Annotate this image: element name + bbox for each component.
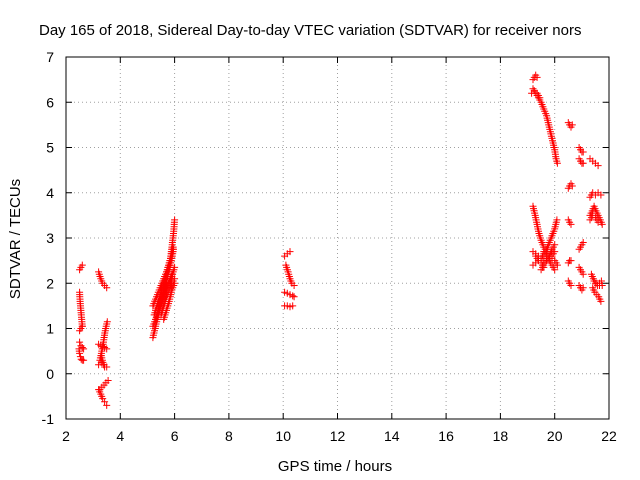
data-point — [101, 398, 109, 406]
y-tick-label: 0 — [46, 366, 54, 382]
y-tick-label: 6 — [46, 94, 54, 110]
x-tick-label: 2 — [62, 428, 70, 444]
y-tick-label: 3 — [46, 230, 54, 246]
data-point — [80, 356, 88, 364]
x-tick-label: 4 — [116, 428, 124, 444]
data-point — [568, 182, 576, 190]
x-tick-label: 16 — [438, 428, 454, 444]
data-point — [104, 377, 112, 384]
data-point — [76, 338, 84, 346]
data-points — [75, 71, 606, 409]
data-point — [286, 248, 294, 256]
data-point — [170, 245, 177, 253]
data-point — [289, 302, 297, 310]
x-tick-label: 22 — [601, 428, 617, 444]
data-point — [553, 216, 561, 224]
x-tick-label: 12 — [330, 428, 346, 444]
data-point — [598, 220, 606, 228]
x-tick-label: 6 — [171, 428, 179, 444]
data-point — [597, 277, 605, 285]
data-point — [103, 401, 111, 409]
data-point — [171, 216, 179, 224]
data-point — [78, 322, 86, 330]
data-point — [568, 121, 576, 129]
y-tick-label: 1 — [46, 321, 54, 337]
x-tick-label: 14 — [384, 428, 400, 444]
data-point — [103, 318, 111, 326]
data-point — [76, 349, 84, 357]
y-tick-label: 2 — [46, 275, 54, 291]
data-point — [551, 241, 559, 249]
data-point — [101, 363, 109, 371]
y-axis-label: SDTVAR / TECUs — [7, 179, 24, 299]
x-tick-label: 18 — [493, 428, 509, 444]
data-point — [579, 148, 587, 156]
data-point — [540, 263, 548, 271]
data-point — [597, 297, 605, 305]
data-point — [597, 191, 605, 199]
data-point — [289, 292, 297, 300]
x-tick-label: 10 — [275, 428, 291, 444]
y-tick-label: 4 — [46, 185, 54, 201]
y-tick-label: -1 — [42, 411, 55, 427]
axis-ticks — [65, 56, 610, 420]
data-point — [551, 266, 559, 274]
data-point — [553, 159, 561, 167]
data-point — [103, 284, 111, 292]
x-axis-label: GPS time / hours — [278, 458, 392, 475]
data-point — [594, 162, 602, 170]
y-tick-label: 7 — [46, 49, 54, 65]
data-point — [78, 344, 86, 351]
data-point — [290, 293, 298, 301]
data-point — [567, 257, 575, 265]
data-point — [171, 279, 179, 287]
data-point — [78, 261, 86, 269]
data-point — [598, 282, 606, 289]
data-point — [536, 94, 544, 102]
x-tick-label: 8 — [225, 428, 233, 444]
data-point — [594, 218, 602, 226]
chart-title: Day 165 of 2018, Sidereal Day-to-day VTE… — [39, 22, 581, 39]
data-point — [579, 270, 587, 278]
x-tick-label: 20 — [547, 428, 563, 444]
data-point — [579, 239, 587, 246]
data-point — [290, 282, 298, 289]
y-tick-label: 5 — [46, 140, 54, 156]
data-point — [567, 220, 575, 228]
data-point — [80, 345, 88, 353]
data-point — [579, 284, 587, 292]
data-point — [567, 282, 575, 289]
grid-lines — [66, 57, 609, 419]
data-point — [579, 159, 587, 167]
data-point — [533, 73, 541, 81]
